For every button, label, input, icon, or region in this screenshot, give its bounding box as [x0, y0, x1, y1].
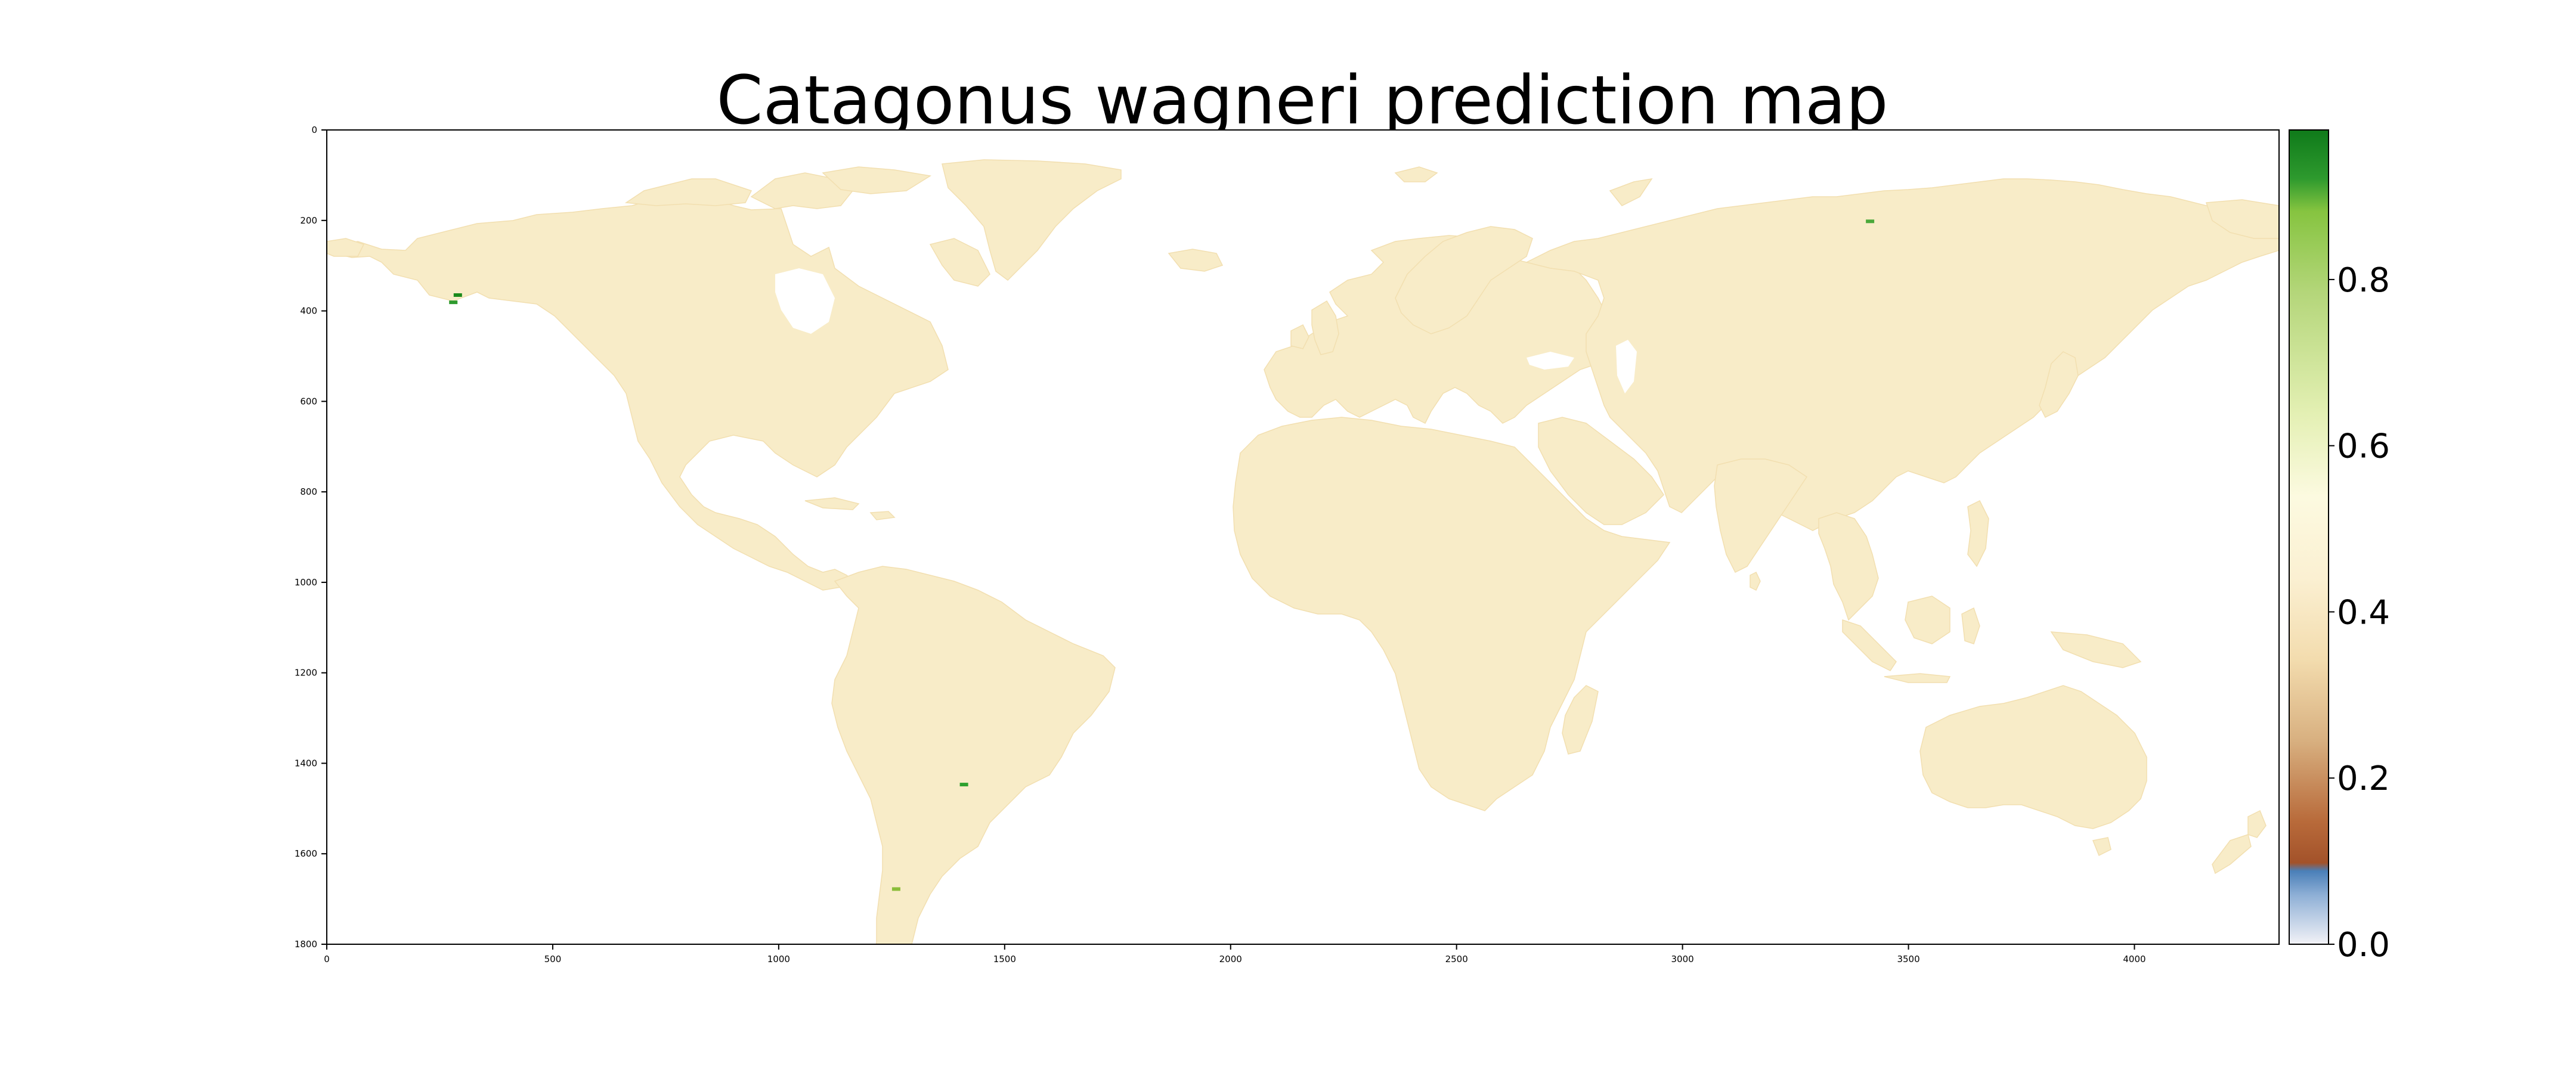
land-arabia — [1538, 417, 1664, 525]
land-south-america — [831, 566, 1116, 944]
land-new-zealand-north — [2247, 810, 2267, 838]
land-alaska-west-wrap — [327, 238, 365, 257]
land-india — [1714, 458, 1808, 573]
colorbar-gradient — [2289, 130, 2329, 944]
x-tick-label-1: 500 — [544, 954, 562, 965]
y-tick-label-0: 0 — [311, 125, 317, 135]
colorbar-tick-label-4: 0.8 — [2337, 261, 2390, 300]
land-sumatra — [1842, 619, 1897, 671]
land-africa — [1233, 417, 1671, 811]
land-philippines — [1967, 500, 1989, 567]
land-cuba — [804, 497, 860, 510]
map-panel: 0 500 1000 1500 2000 2500 3000 3500 4000 0 200 400… — [295, 125, 2280, 965]
x-tick-label-0: 0 — [324, 954, 330, 965]
land-japan — [2039, 351, 2079, 418]
land-se-asia — [1818, 512, 1879, 621]
land-iceland — [1168, 249, 1224, 272]
land-new-zealand-south — [2212, 834, 2252, 874]
land-novaya-zemlya — [1609, 178, 1653, 206]
land-layer — [327, 159, 2279, 944]
x-tick-label-6: 3000 — [1671, 954, 1694, 965]
land-sulawesi — [1961, 607, 1980, 644]
land-svalbard — [1394, 166, 1438, 182]
land-java — [1884, 673, 1951, 683]
land-sri-lanka — [1750, 571, 1761, 591]
x-axis-ticks: 0 500 1000 1500 2000 2500 3000 3500 4000 — [324, 944, 2146, 965]
colorbar-ticks: 0.0 0.2 0.4 0.6 0.8 — [2329, 261, 2390, 965]
colorbar: 0.0 0.2 0.4 0.6 0.8 — [2289, 129, 2390, 965]
lake-caspian — [1616, 340, 1637, 393]
y-tick-label-6: 1200 — [295, 668, 317, 678]
land-baffin-island — [929, 238, 990, 287]
y-tick-label-9: 1800 — [295, 939, 317, 950]
y-tick-label-2: 400 — [300, 306, 317, 317]
colorbar-tick-label-0: 0.0 — [2337, 926, 2390, 965]
land-chukotka — [2205, 199, 2279, 239]
y-tick-label-8: 1600 — [295, 848, 317, 859]
colorbar-tick-label-2: 0.4 — [2337, 593, 2390, 632]
hudson-bay — [775, 268, 835, 334]
high-probability-cell-4 — [891, 887, 900, 891]
x-tick-label-5: 2500 — [1445, 954, 1468, 965]
land-ireland — [1290, 324, 1309, 349]
y-axis-ticks: 0 200 400 600 800 1000 1200 1400 1600 1800 — [295, 125, 327, 950]
x-tick-label-2: 1000 — [767, 954, 790, 965]
x-tick-label-4: 2000 — [1219, 954, 1242, 965]
y-tick-label-4: 800 — [300, 486, 317, 497]
colorbar-tick-label-1: 0.2 — [2337, 759, 2390, 798]
x-tick-label-3: 1500 — [993, 954, 1016, 965]
map-axes-frame — [326, 129, 2280, 945]
x-tick-label-7: 3500 — [1897, 954, 1919, 965]
land-australia — [1919, 685, 2147, 829]
land-canadian-archipelago — [750, 172, 854, 209]
chart-title: Catagonus wagneri prediction map — [716, 62, 1888, 139]
land-greenland — [942, 159, 1122, 281]
land-madagascar — [1562, 685, 1599, 755]
y-tick-label-1: 200 — [300, 215, 317, 226]
colorbar-frame — [2289, 129, 2329, 945]
colorbar-tick-label-3: 0.6 — [2337, 427, 2390, 466]
land-arctic-islands — [624, 178, 753, 206]
land-ellesmere — [822, 166, 932, 194]
x-tick-label-8: 4000 — [2123, 954, 2145, 965]
land-borneo — [1905, 596, 1950, 644]
land-great-britain — [1311, 300, 1339, 355]
y-tick-label-7: 1400 — [295, 758, 317, 768]
y-tick-label-3: 600 — [300, 396, 317, 407]
y-tick-label-5: 1000 — [295, 577, 317, 588]
high-probability-cell-3 — [1866, 219, 1875, 224]
high-probability-cells — [449, 219, 1875, 891]
high-probability-cell-1 — [449, 300, 458, 305]
land-scandinavia — [1395, 226, 1533, 334]
land-hispaniola — [869, 511, 896, 520]
land-tasmania — [2092, 837, 2111, 857]
land-new-guinea — [2050, 631, 2142, 668]
lake-black-sea — [1527, 352, 1574, 370]
high-probability-cell-2 — [959, 783, 968, 787]
high-probability-cell-0 — [453, 293, 462, 297]
